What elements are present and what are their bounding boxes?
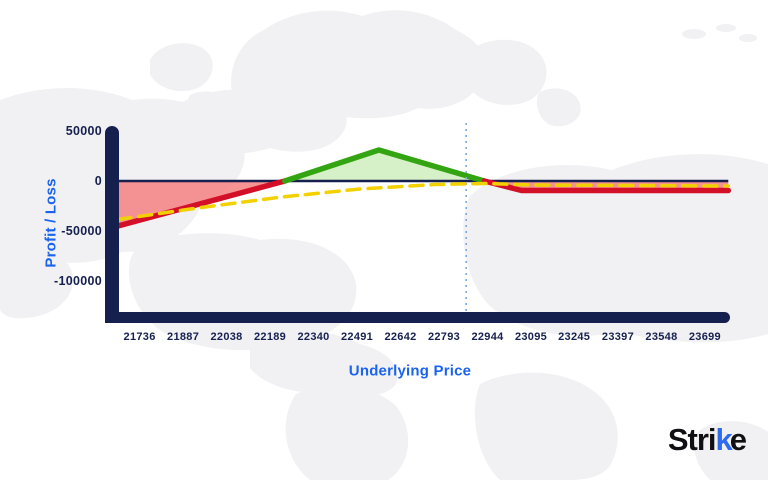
logo-text-stri: Stri: [667, 422, 717, 457]
x-axis-title: Underlying Price: [348, 362, 472, 380]
x-tick-label: 23397: [601, 331, 634, 343]
map-north-america-south: [0, 240, 73, 319]
x-tick-label: 23245: [558, 331, 591, 343]
y-tick-label: 0: [94, 174, 102, 188]
y-tick-label: -100000: [54, 274, 102, 288]
x-axis-bar: [105, 312, 730, 323]
x-tick-label: 21887: [167, 331, 200, 343]
x-tick-label: 23095: [514, 331, 548, 343]
map-south-america: [285, 384, 409, 480]
map-canada-inland: [150, 89, 347, 155]
y-tick-label: -50000: [61, 224, 102, 238]
x-tick-label: 22642: [384, 331, 417, 343]
x-tick-label: 22793: [427, 331, 461, 343]
plot-area: [115, 123, 732, 314]
map-eurasia: [463, 154, 768, 343]
payoff-line-loss-segment: [115, 178, 288, 229]
x-tick-label: 22491: [340, 331, 374, 343]
map-europe: [470, 39, 547, 105]
y-axis-bar: [105, 126, 119, 323]
payoff-line-profit-segment: [282, 147, 488, 184]
logo-text-e: e: [729, 422, 747, 457]
map-australia: [694, 421, 768, 480]
map-island-3: [739, 34, 757, 42]
profit-fill-area: [284, 150, 485, 181]
x-tick-label: 22189: [254, 331, 287, 343]
map-island-2: [716, 24, 736, 32]
x-tick-label: 22340: [297, 331, 330, 343]
x-tick-label: 23548: [645, 331, 678, 343]
x-tick-label: 22944: [471, 331, 504, 343]
logo-arrow-k-icon: k: [715, 422, 733, 457]
map-arctic-islands: [150, 43, 213, 92]
strike-logo: Strike: [667, 422, 747, 457]
x-tick-label: 23699: [688, 331, 721, 343]
map-island-1: [682, 29, 706, 39]
current-pl-dashed-line: [116, 181, 731, 222]
y-axis-title: Profit / Loss: [42, 178, 60, 268]
pl-chart: 50000 0 -50000 -100000 21736 21887 22038 22189…: [42, 123, 732, 380]
map-africa: [474, 372, 618, 480]
map-europe-2: [536, 88, 581, 127]
x-tick-label: 21736: [123, 331, 156, 343]
map-central-america: [250, 330, 398, 397]
x-tick-label: 22038: [210, 331, 243, 343]
y-tick-label: 50000: [65, 124, 102, 138]
